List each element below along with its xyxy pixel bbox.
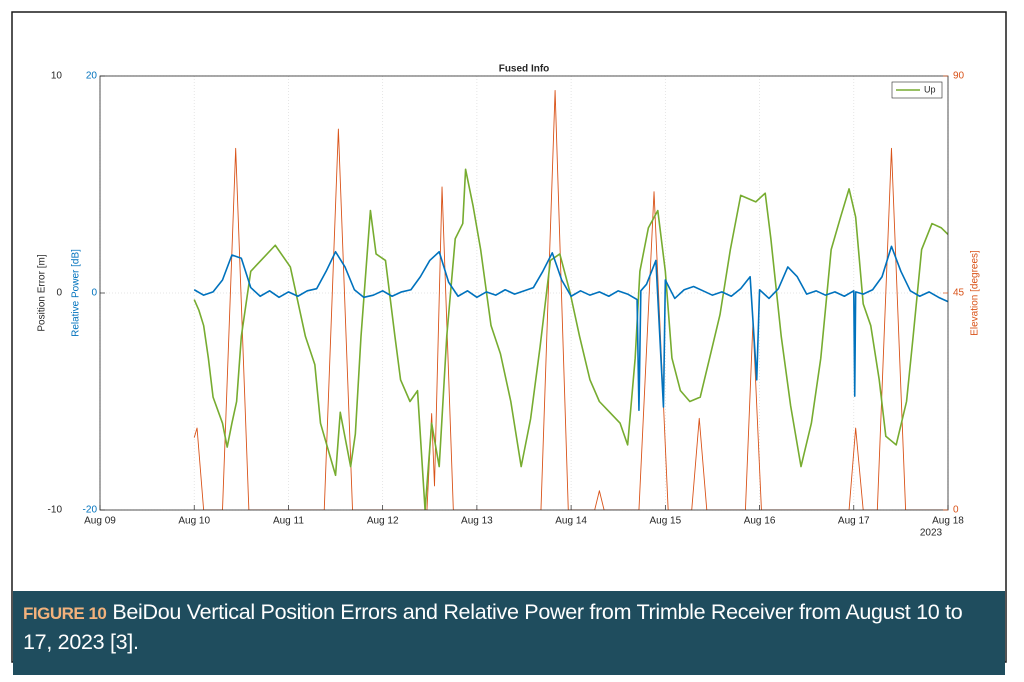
y3-tick-label: -20 (83, 505, 98, 516)
x-secondary-label: 2023 (920, 528, 943, 539)
x-tick-label: Aug 18 (932, 516, 964, 527)
x-tick-label: Aug 12 (367, 516, 399, 527)
y3-tick-label: 20 (86, 71, 98, 82)
frame (11, 11, 1007, 663)
caption: FIGURE 10 BeiDou Vertical Position Errors… (13, 591, 1005, 675)
y3-axis-label: Relative Power [dB] (71, 249, 82, 337)
y-axis-label: Position Error [m] (37, 254, 48, 331)
series-line (193, 90, 948, 510)
x-tick-label: Aug 10 (178, 516, 210, 527)
x-tick-label: Aug 14 (555, 516, 587, 527)
x-tick-label: Aug 09 (84, 516, 116, 527)
y-tick-label: 10 (51, 71, 63, 82)
y2-tick-label: 90 (953, 71, 965, 82)
x-tick-label: Aug 17 (838, 516, 870, 527)
y-tick-label: 0 (56, 288, 62, 299)
series-line (193, 168, 948, 510)
x-tick-label: Aug 15 (649, 516, 681, 527)
x-tick-label: Aug 11 (273, 516, 304, 527)
y2-tick-label: 45 (953, 288, 965, 299)
y-tick-label: -10 (48, 505, 63, 516)
caption-text: BeiDou Vertical Position Errors and Rela… (23, 600, 963, 654)
x-tick-label: Aug 16 (744, 516, 776, 527)
legend-label: Up (924, 84, 936, 94)
y2-axis-label: Elevation [degrees] (970, 250, 981, 336)
series-line (193, 245, 948, 411)
figure-label: FIGURE 10 (23, 604, 107, 623)
chart-title: Fused Info (499, 64, 550, 75)
x-tick-label: Aug 13 (461, 516, 493, 527)
y3-tick-label: 0 (91, 288, 97, 299)
y2-tick-label: 0 (953, 505, 959, 516)
